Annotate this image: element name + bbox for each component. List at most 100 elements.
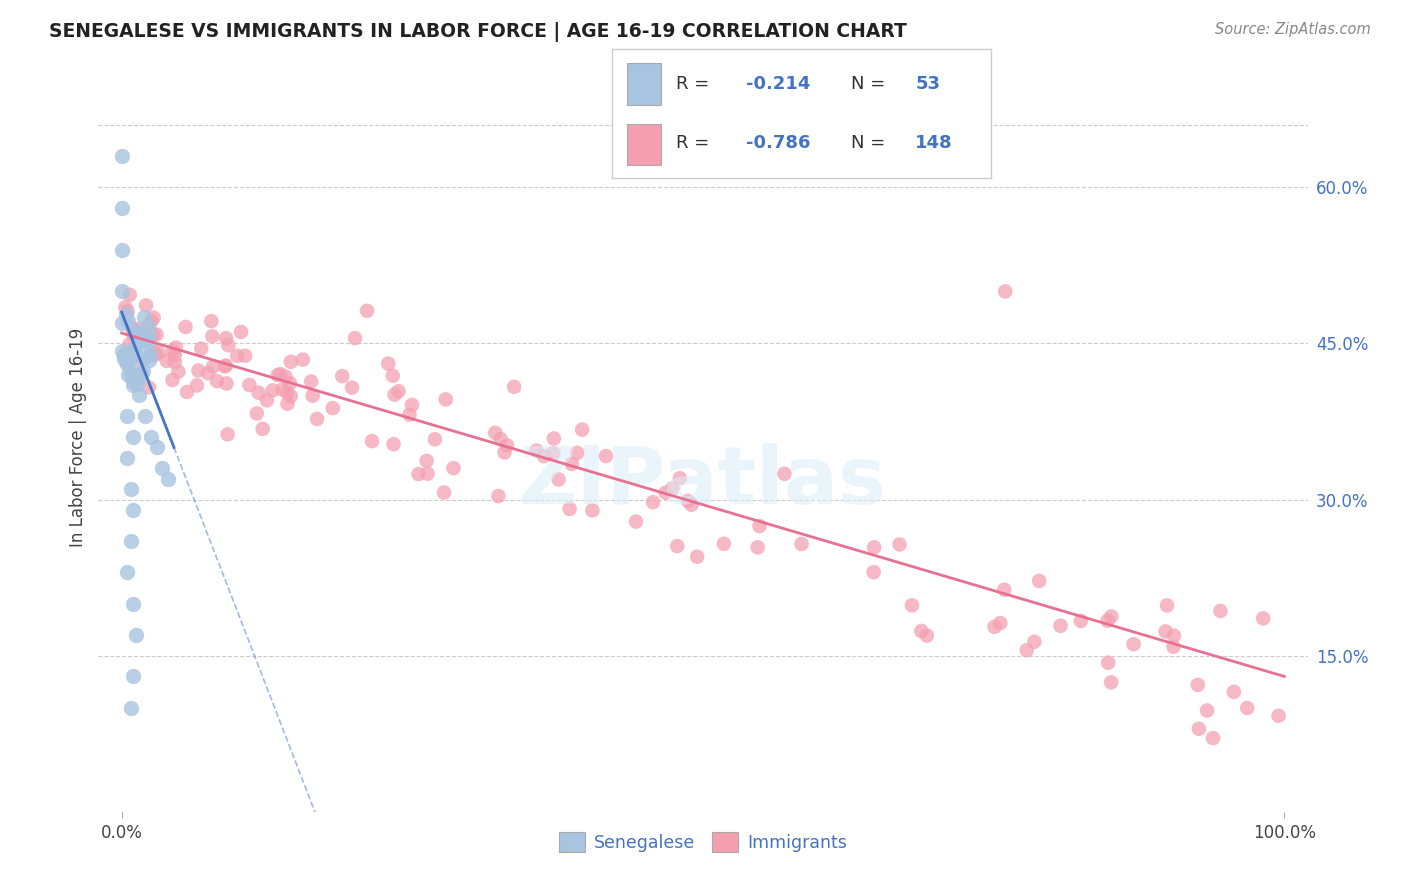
Point: [910, 624, 932, 638]
Point: [773, 467, 796, 481]
Point: [163, 355, 186, 369]
Point: [121, 320, 143, 334]
Point: [138, 328, 160, 343]
Point: [120, 534, 142, 549]
Point: [654, 485, 676, 500]
FancyBboxPatch shape: [627, 63, 661, 104]
Point: [301, 389, 323, 403]
Point: [571, 423, 593, 437]
Point: [401, 398, 423, 412]
Point: [305, 412, 328, 426]
Point: [124, 343, 146, 357]
Point: [595, 449, 617, 463]
Point: [125, 337, 148, 351]
Point: [122, 503, 145, 517]
Point: [543, 446, 565, 460]
Text: Source: ZipAtlas.com: Source: ZipAtlas.com: [1215, 22, 1371, 37]
Point: [713, 537, 735, 551]
Point: [267, 368, 290, 383]
Point: [162, 373, 184, 387]
Point: [117, 450, 139, 465]
Point: [138, 326, 160, 340]
Point: [134, 310, 156, 324]
Y-axis label: In Labor Force | Age 16-19: In Labor Force | Age 16-19: [69, 327, 87, 547]
Point: [139, 348, 162, 362]
Point: [114, 307, 136, 321]
Text: 148: 148: [915, 135, 953, 153]
Point: [494, 445, 516, 459]
Point: [148, 345, 170, 359]
Legend: Senegalese, Immigrants: Senegalese, Immigrants: [553, 825, 853, 859]
Point: [150, 461, 173, 475]
Point: [205, 374, 228, 388]
Point: [127, 369, 149, 384]
Point: [486, 489, 509, 503]
Point: [748, 519, 770, 533]
Point: [681, 498, 703, 512]
Point: [915, 629, 938, 643]
Point: [1188, 722, 1211, 736]
Point: [111, 243, 134, 257]
Point: [132, 350, 155, 364]
Text: ZIPatlas: ZIPatlas: [519, 443, 887, 521]
Point: [1223, 685, 1246, 699]
Point: [131, 364, 153, 378]
Point: [247, 385, 270, 400]
Point: [156, 354, 179, 368]
Point: [142, 310, 165, 325]
Point: [1163, 629, 1185, 643]
Point: [141, 314, 163, 328]
Point: [165, 341, 187, 355]
Point: [278, 376, 301, 391]
Point: [484, 425, 506, 440]
Point: [330, 369, 353, 384]
Point: [1070, 614, 1092, 628]
Point: [138, 353, 160, 368]
Point: [1099, 609, 1122, 624]
Point: [543, 432, 565, 446]
Point: [112, 351, 135, 366]
Point: [901, 599, 924, 613]
Point: [666, 539, 689, 553]
Point: [128, 388, 150, 402]
Point: [1122, 637, 1144, 651]
Point: [280, 355, 302, 369]
Point: [408, 467, 430, 482]
Point: [124, 628, 146, 642]
Point: [252, 422, 274, 436]
Point: [993, 582, 1015, 597]
Point: [1024, 634, 1046, 648]
Point: [215, 359, 238, 373]
Point: [226, 349, 249, 363]
Point: [863, 541, 886, 555]
Point: [122, 669, 145, 683]
Point: [114, 301, 136, 315]
Point: [994, 285, 1017, 299]
Point: [262, 384, 284, 398]
Text: -0.786: -0.786: [747, 135, 811, 153]
Point: [233, 349, 256, 363]
Point: [118, 337, 141, 351]
Point: [163, 348, 186, 362]
Point: [112, 348, 135, 362]
Point: [862, 565, 884, 579]
Point: [668, 471, 690, 485]
Point: [558, 501, 581, 516]
Text: SENEGALESE VS IMMIGRANTS IN LABOR FORCE | AGE 16-19 CORRELATION CHART: SENEGALESE VS IMMIGRANTS IN LABOR FORCE …: [49, 22, 907, 42]
Point: [433, 485, 456, 500]
Point: [269, 367, 291, 381]
Point: [197, 366, 219, 380]
Point: [117, 357, 139, 371]
Point: [215, 376, 238, 391]
Point: [624, 515, 647, 529]
Point: [145, 327, 167, 342]
Point: [118, 288, 141, 302]
Point: [122, 597, 145, 611]
Point: [174, 320, 197, 334]
Point: [118, 360, 141, 375]
Point: [747, 541, 769, 555]
Point: [111, 285, 134, 299]
Point: [157, 472, 180, 486]
Point: [200, 314, 222, 328]
Point: [122, 327, 145, 342]
